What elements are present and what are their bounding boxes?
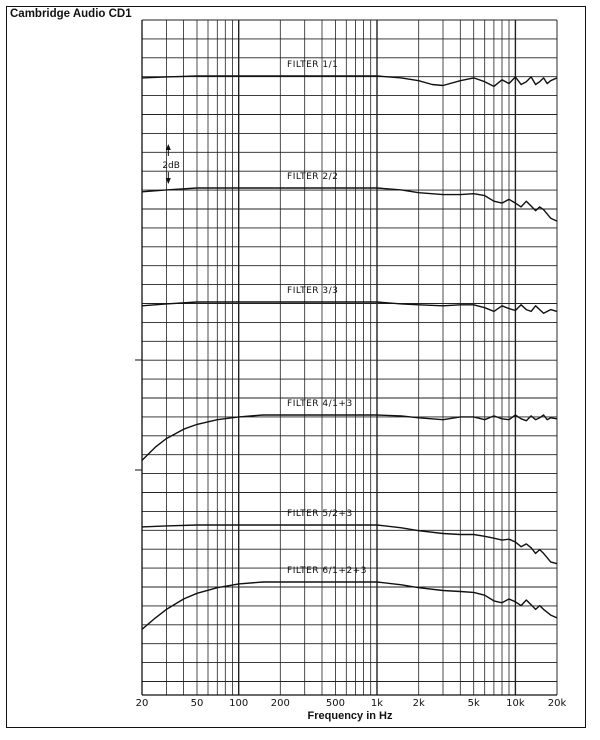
x-tick-labels: 20 50 100 200 500 1k 2k 5k 10k 20k bbox=[136, 698, 567, 709]
series-line bbox=[141, 581, 558, 630]
series-line bbox=[141, 414, 558, 461]
x-tick-label: 20 bbox=[136, 698, 149, 709]
x-axis-label: Frequency in Hz bbox=[307, 710, 393, 722]
chart-frame bbox=[6, 6, 586, 728]
x-tick-label: 10k bbox=[506, 698, 525, 709]
scale-marker-label: 2dB bbox=[162, 161, 180, 171]
x-tick-label: 1k bbox=[371, 698, 383, 709]
series-label: FILTER 6/1+2+3 bbox=[287, 566, 367, 576]
x-tick-label: 5k bbox=[468, 698, 480, 709]
series-line bbox=[141, 524, 558, 565]
scale-arrowhead-down bbox=[165, 178, 171, 184]
series-label: FILTER 4/1+3 bbox=[287, 399, 353, 409]
x-tick-label: 50 bbox=[191, 698, 204, 709]
scale-marker: 2dB bbox=[162, 144, 180, 184]
scale-arrowhead-up bbox=[165, 144, 171, 150]
series-label: FILTER 5/2+3 bbox=[287, 509, 353, 519]
response-traces: FILTER 1/1 FILTER 2/2 FILTER 3/3 FILTER 4/1… bbox=[141, 60, 558, 630]
series-label: FILTER 1/1 bbox=[287, 60, 338, 70]
x-tick-label: 200 bbox=[271, 698, 290, 709]
x-tick-label: 20k bbox=[548, 698, 567, 709]
chart-grid bbox=[135, 19, 558, 696]
series-label: FILTER 3/3 bbox=[287, 286, 338, 296]
chart-title: Cambridge Audio CD1 bbox=[10, 8, 132, 20]
series-line bbox=[141, 187, 558, 222]
series-line bbox=[141, 301, 558, 314]
series-line bbox=[141, 75, 558, 88]
series-label: FILTER 2/2 bbox=[287, 172, 338, 182]
x-tick-label: 500 bbox=[326, 698, 345, 709]
x-tick-label: 100 bbox=[229, 698, 248, 709]
x-tick-label: 2k bbox=[413, 698, 425, 709]
